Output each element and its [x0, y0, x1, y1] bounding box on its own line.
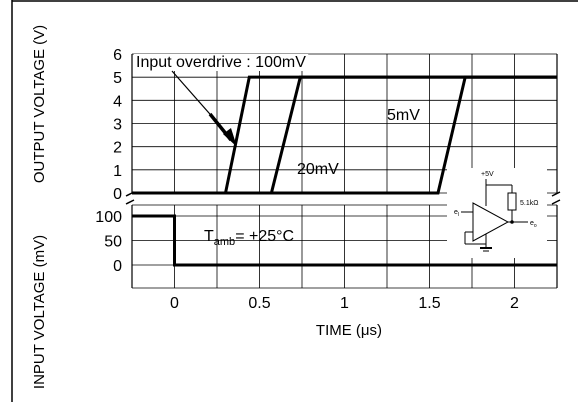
input-y-tick-label: 100	[95, 209, 122, 226]
annotation-100mv-backing	[134, 54, 309, 71]
input-y-tick-label: 0	[113, 258, 122, 275]
x-tick-labels: 0 0.5 1 1.5 2	[170, 295, 519, 312]
input-y-axis-title: INPUT VOLTAGE (mV)	[31, 235, 48, 389]
input-y-tick-label: 50	[104, 234, 122, 251]
x-tick-label: 0.5	[248, 295, 270, 312]
annotation-temperature: Tamb= +25°C	[204, 228, 294, 248]
comparator-schematic-inset: +5V 5.1kΩ eo eI	[447, 168, 547, 258]
temp-subscript: amb	[214, 236, 235, 248]
output-series-line-3	[132, 75, 557, 195]
x-axis-title: TIME (μs)	[316, 322, 382, 339]
inset-resistor-label: 5.1kΩ	[520, 200, 538, 207]
inset-output-label: eo	[530, 220, 537, 229]
x-tick-label: 1.5	[418, 295, 440, 312]
input-y-tick-labels: 0 50 100	[95, 209, 122, 275]
x-tick-label: 0	[170, 295, 179, 312]
inset-supply-label: +5V	[481, 171, 494, 178]
x-tick-label: 2	[510, 295, 519, 312]
output-y-tick-label: 2	[113, 140, 122, 157]
annotation-20mv: 20mV	[297, 161, 339, 178]
temp-value: = +25°C	[235, 228, 294, 245]
inset-opamp	[472, 202, 510, 242]
axis-break-right	[551, 191, 561, 205]
input-step-line	[132, 214, 557, 267]
output-y-tick-label: 3	[113, 117, 122, 134]
output-series-group	[132, 75, 557, 195]
annotation-100mv: Input overdrive : 100mV	[136, 54, 306, 71]
output-y-tick-labels: 0 1 2 3 4 5 6	[113, 47, 122, 203]
output-y-tick-label: 6	[113, 47, 122, 64]
x-tick-label: 1	[340, 295, 349, 312]
output-y-tick-label: 5	[113, 70, 122, 87]
inset-resistor	[507, 192, 517, 211]
output-y-tick-label: 1	[113, 163, 122, 180]
temp-symbol: T	[204, 228, 214, 245]
annotation-arrow	[171, 70, 237, 147]
output-y-axis-title: OUTPUT VOLTAGE (V)	[31, 25, 48, 183]
inset-input-label: eI	[454, 209, 459, 218]
output-y-tick-label: 0	[113, 186, 122, 203]
input-series-group	[132, 214, 557, 267]
annotation-5mv: 5mV	[387, 107, 420, 124]
output-y-tick-label: 4	[113, 93, 122, 110]
